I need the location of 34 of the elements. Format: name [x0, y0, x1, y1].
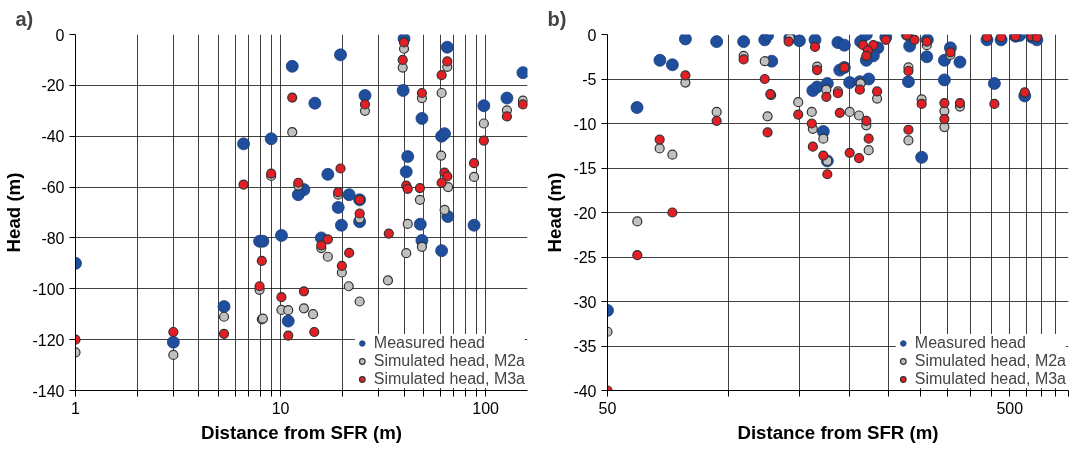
x-tick-label: 500 — [996, 399, 1024, 417]
legend-label: Simulated head, M3a — [373, 370, 525, 388]
chart-title: a) — [15, 7, 34, 30]
y-tick-label: -120 — [32, 331, 65, 349]
x-tick-label: 50 — [598, 399, 617, 417]
x-axis-title: Distance from SFR (m) — [200, 421, 403, 443]
x-axis-title: Distance from SFR (m) — [737, 421, 939, 443]
y-tick-label: -35 — [573, 338, 597, 355]
y-tick-label: 0 — [55, 26, 65, 44]
chart-title: b) — [547, 7, 567, 30]
y-tick-label: 0 — [587, 26, 597, 44]
y-tick-label: -10 — [573, 115, 597, 133]
y-tick-label: -100 — [32, 280, 65, 298]
y-axis-title: Head (m) — [544, 172, 566, 253]
legend-label: Measured head — [373, 334, 485, 352]
y-tick-label: -40 — [573, 382, 597, 400]
y-axis-title: Head (m) — [3, 172, 25, 253]
y-tick-label: -60 — [41, 179, 65, 197]
legend-label: Simulated head, M3a — [914, 370, 1066, 388]
y-tick-label: -140 — [32, 382, 65, 400]
y-tick-label: -30 — [573, 293, 597, 311]
y-tick-label: -15 — [573, 160, 597, 177]
legend-label: Simulated head, M2a — [914, 352, 1066, 370]
legend-label: Measured head — [914, 334, 1026, 352]
x-tick-label: 1 — [71, 399, 81, 417]
x-tick-label: 100 — [472, 399, 500, 417]
y-tick-label: -20 — [573, 204, 597, 222]
y-tick-label: -5 — [582, 71, 597, 88]
legend-label: Simulated head, M2a — [373, 352, 525, 370]
x-tick-label: 10 — [271, 399, 290, 417]
y-tick-label: -20 — [41, 77, 65, 95]
y-tick-label: -25 — [573, 249, 597, 266]
y-tick-label: -40 — [41, 128, 65, 146]
y-tick-label: -80 — [41, 229, 65, 247]
